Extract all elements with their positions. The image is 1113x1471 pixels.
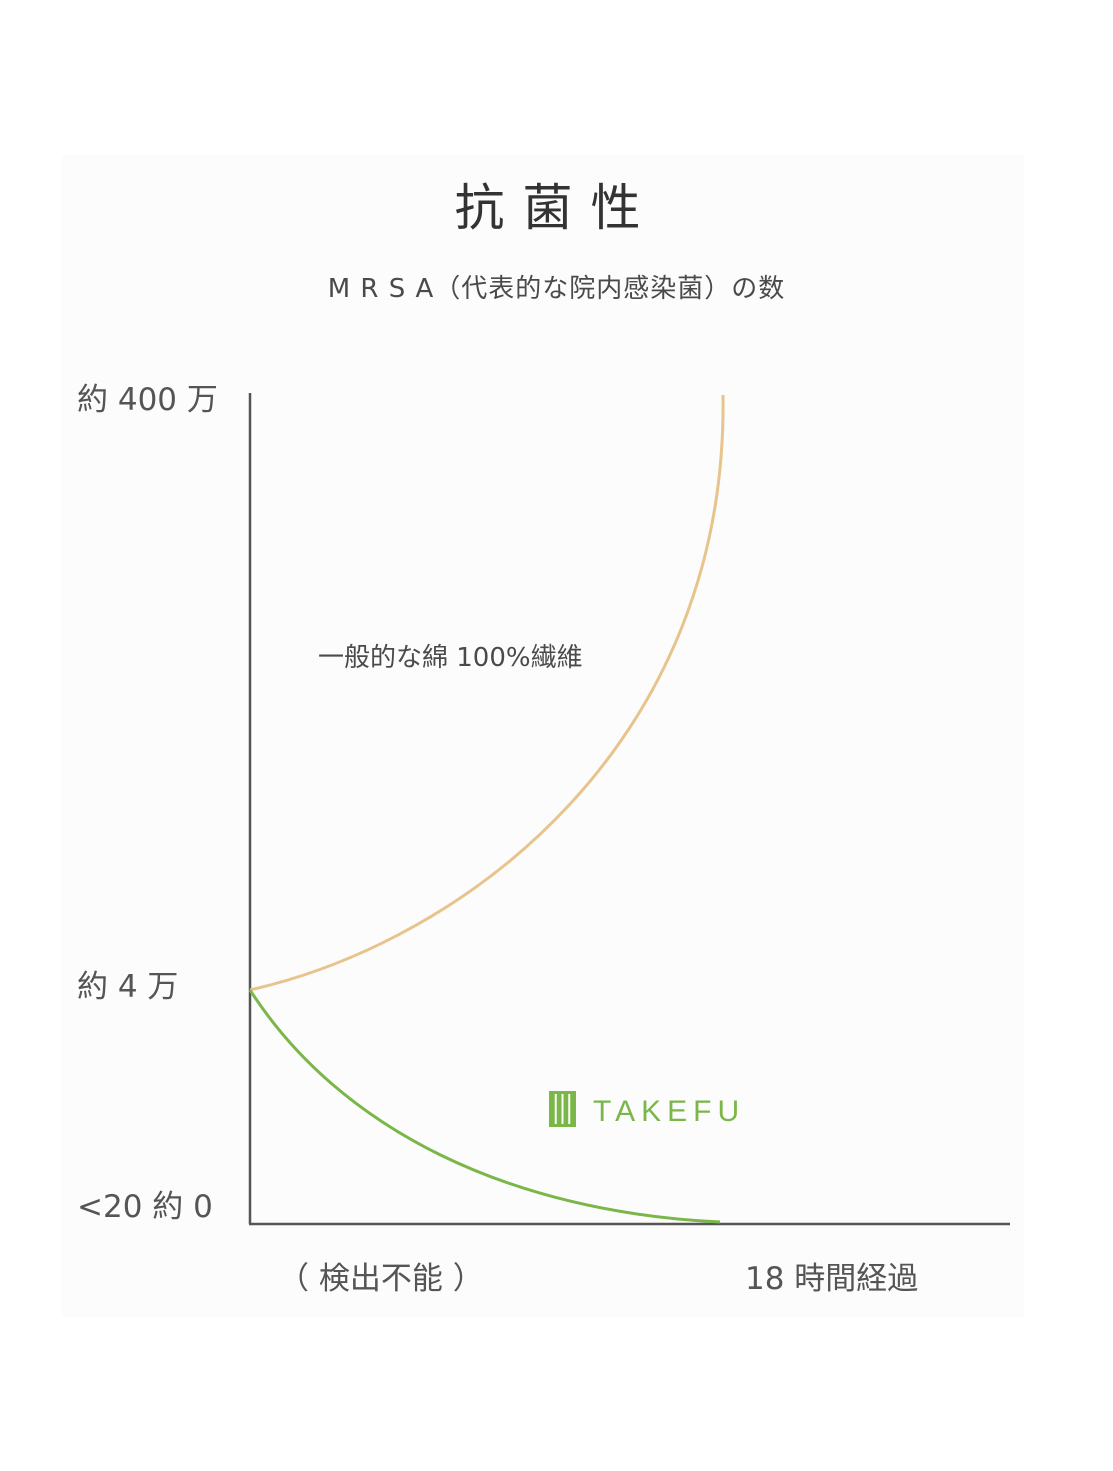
bamboo-logo-stripe	[554, 1094, 557, 1124]
takefu-logo: TAKEFU	[549, 1091, 745, 1128]
chart-panel	[62, 155, 1024, 1317]
y-tick-label-top: 約 400 万	[77, 382, 218, 418]
y-tick-label-bottom: <20 約 0	[77, 1189, 213, 1225]
series-label-cotton: 一般的な綿 100%繊維	[318, 643, 583, 673]
y-tick-label-middle: 約 4 万	[77, 969, 178, 1005]
series-line-cotton	[249, 394, 725, 992]
series-line-takefu	[248, 989, 721, 1224]
chart-subtitle: M R S A（代表的な院内感染菌）の数	[327, 274, 786, 304]
x-label-end: 18 時間経過	[745, 1261, 918, 1297]
x-label-start: （ 検出不能 ）	[278, 1261, 484, 1297]
series-label-takefu: TAKEFU	[593, 1095, 745, 1128]
bamboo-logo-icon	[549, 1091, 576, 1127]
bamboo-logo-stripe	[568, 1094, 571, 1124]
bamboo-logo-stripe	[561, 1094, 564, 1124]
chart-title: 抗菌性	[454, 179, 659, 237]
